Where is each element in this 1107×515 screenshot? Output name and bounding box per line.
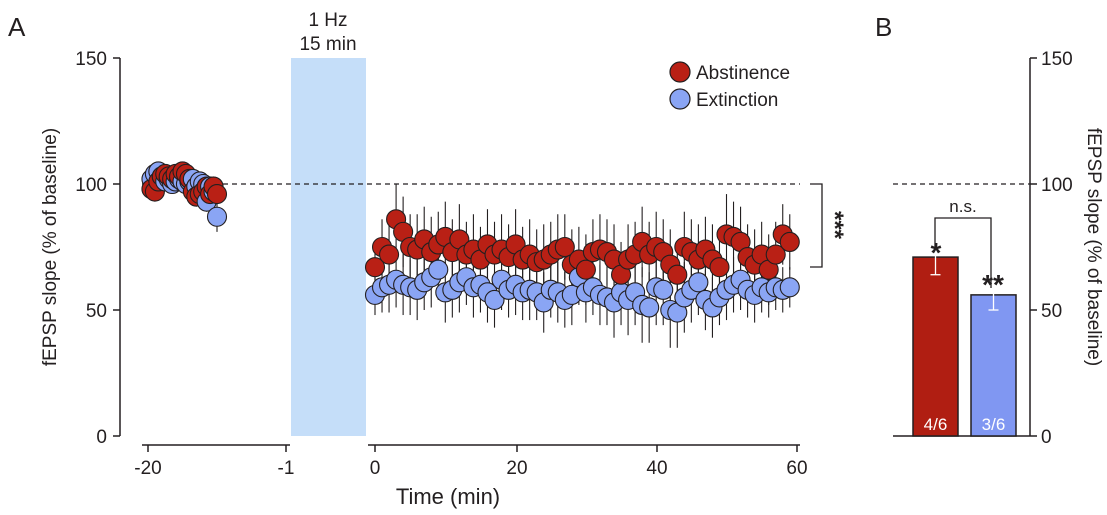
stimulation-window — [291, 58, 366, 436]
panel-b-label: B — [875, 12, 892, 42]
legend-label-extinction: Extinction — [696, 90, 778, 111]
bar-comparison-label: n.s. — [949, 197, 976, 216]
data-point-abstinence — [779, 231, 800, 253]
stimulation-label-line1: 1 Hz — [308, 10, 347, 31]
bar-count-label-extinction: 3/6 — [982, 415, 1006, 434]
legend-label-abstinence: Abstinence — [696, 63, 790, 84]
y-tick-label: 50 — [86, 301, 107, 322]
bar-count-label-abstinence: 4/6 — [924, 415, 948, 434]
data-point-extinction — [428, 259, 449, 280]
legend: Abstinence Extinction — [669, 61, 790, 111]
y-tick-label: 100 — [1041, 175, 1073, 196]
y-axis-a — [113, 57, 121, 437]
data-point-abstinence — [206, 184, 228, 205]
bar-significance-abstinence: * — [931, 237, 942, 268]
data-point-extinction — [653, 279, 674, 300]
stimulation-label-line2: 15 min — [299, 34, 356, 55]
data-point-abstinence — [364, 257, 386, 278]
x-tick-label: 60 — [786, 458, 807, 479]
data-point-extinction — [639, 297, 660, 318]
data-point-extinction — [484, 289, 505, 310]
x-tick-label: 20 — [506, 458, 527, 479]
y-tick-label: 50 — [1041, 301, 1062, 322]
data-point-abstinence — [575, 259, 596, 280]
data-points — [141, 161, 800, 323]
significance-bracket-a — [810, 183, 823, 268]
x-tick-label: -20 — [134, 458, 161, 479]
x-tick-label: 40 — [646, 458, 667, 479]
data-point-extinction — [206, 206, 228, 227]
x-tick-label: 0 — [370, 458, 381, 479]
bar-abstinence — [912, 256, 959, 437]
y-axis-title-b: fEPSP slope (% of baseline) — [1083, 128, 1104, 366]
data-point-abstinence — [379, 244, 400, 265]
bar-group: 4/6 3/6 — [912, 239, 1017, 437]
data-point-abstinence — [554, 236, 575, 258]
data-point-extinction — [779, 277, 800, 298]
panel-a-label: A — [8, 12, 26, 42]
data-point-abstinence — [667, 264, 688, 285]
significance-stars-a: *** — [821, 211, 848, 240]
data-point-abstinence — [765, 244, 786, 265]
bar-significance-extinction: ** — [982, 269, 1004, 300]
data-point-abstinence — [709, 257, 730, 278]
y-tick-label: 150 — [1041, 49, 1073, 70]
x-axis-a — [142, 444, 800, 452]
x-axis-title: Time (min) — [396, 484, 500, 509]
y-tick-label: 100 — [75, 175, 107, 196]
bar-extinction — [970, 294, 1017, 437]
data-point-extinction — [688, 272, 709, 293]
y-tick-label: 150 — [75, 49, 107, 70]
y-tick-label: 0 — [96, 427, 107, 448]
legend-marker-abstinence — [669, 61, 691, 83]
y-axis-title-a: fEPSP slope (% of baseline) — [40, 128, 61, 366]
legend-marker-extinction — [669, 88, 691, 110]
y-tick-label: 0 — [1041, 427, 1052, 448]
x-tick-label: -1 — [278, 458, 295, 479]
bar-comparison-bracket — [934, 217, 992, 288]
